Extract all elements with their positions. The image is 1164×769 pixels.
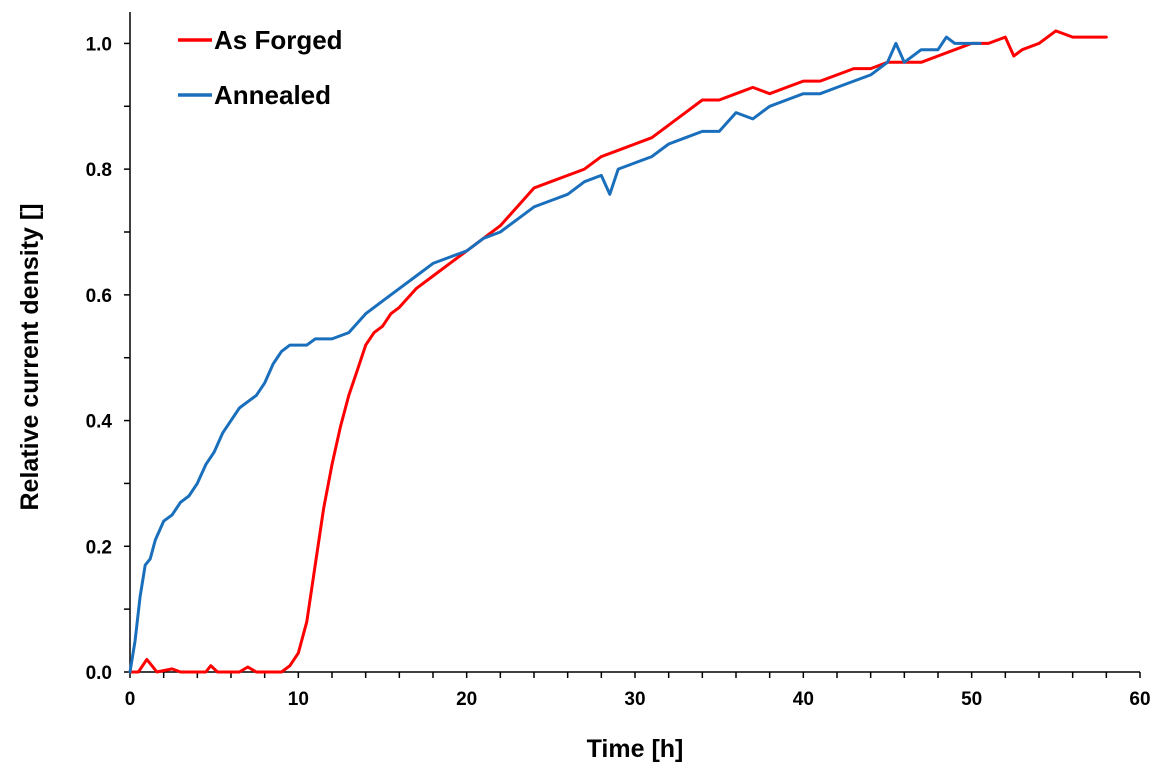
axes bbox=[129, 12, 1140, 673]
y-tick-label: 1.0 bbox=[86, 34, 112, 55]
x-tick-label: 50 bbox=[961, 689, 982, 710]
series-line-annealed bbox=[128, 35, 982, 674]
legend-label-as-forged: As Forged bbox=[214, 25, 343, 55]
x-tick-label: 0 bbox=[125, 689, 136, 710]
ticks: 0 10 20 30 40 50 60 0.0 0.2 0.4 0.6 0.8 1.0 bbox=[86, 34, 1151, 710]
y-tick-label: 0.4 bbox=[86, 412, 113, 433]
series-line-as-forged bbox=[128, 29, 1108, 674]
x-tick-label: 20 bbox=[456, 689, 477, 710]
x-tick-label: 60 bbox=[1129, 689, 1150, 710]
x-tick-label: 10 bbox=[288, 689, 309, 710]
x-tick-label: 30 bbox=[624, 689, 645, 710]
y-tick-label: 0.8 bbox=[86, 160, 112, 181]
y-tick-label: 0.2 bbox=[86, 537, 112, 558]
x-tick-label: 40 bbox=[793, 689, 814, 710]
legend-label-annealed: Annealed bbox=[214, 80, 331, 110]
legend: As Forged Annealed bbox=[178, 25, 343, 110]
x-axis-title: Time [h] bbox=[587, 735, 684, 763]
y-tick-label: 0.6 bbox=[86, 286, 112, 307]
y-axis-title: Relative current density [] bbox=[16, 203, 44, 510]
y-tick-label: 0.0 bbox=[86, 663, 112, 684]
series-lines bbox=[128, 29, 1108, 674]
